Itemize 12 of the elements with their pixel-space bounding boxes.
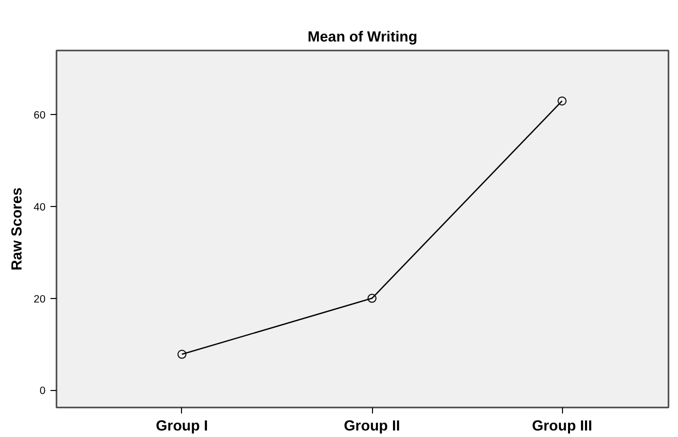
chart-title: Mean of Writing	[308, 30, 418, 46]
y-tick-label: 0	[40, 385, 46, 398]
x-tick-label: Group I	[156, 418, 208, 434]
point	[368, 294, 377, 303]
point	[558, 96, 567, 106]
y-tick-label: 60	[34, 110, 46, 122]
y-axis-title: Raw Scores	[10, 187, 26, 271]
y-tick-label: 40	[34, 202, 46, 214]
point	[177, 350, 186, 359]
x-tick-label: Group III	[532, 418, 592, 434]
y-tick-label: 20	[34, 293, 46, 306]
x-tick-label: Group II	[344, 418, 400, 434]
